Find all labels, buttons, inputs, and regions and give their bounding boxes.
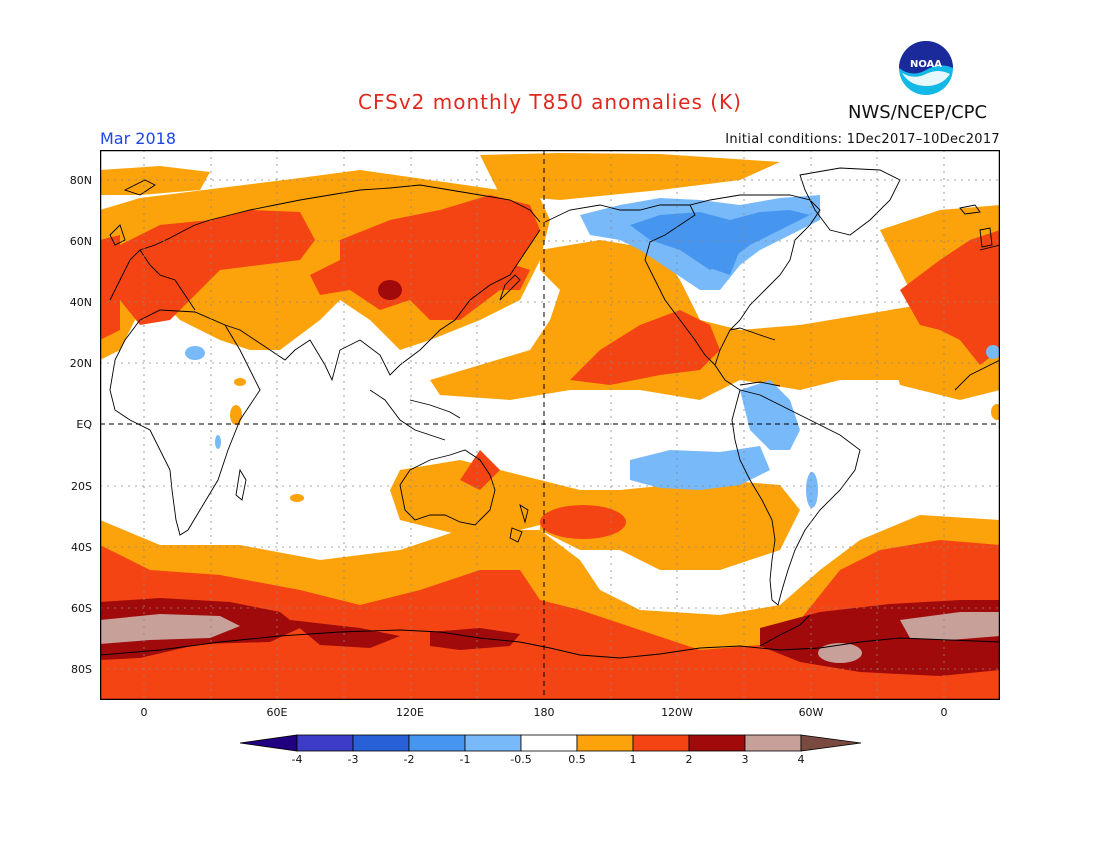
colorbar-swatch-minus2-minus1 — [408, 734, 466, 752]
colorbar-label-05: 0.5 — [568, 753, 586, 766]
colorbar-swatch-3-4 — [744, 734, 802, 752]
lat-label-80s: 80S — [71, 663, 92, 676]
anomaly-layer-blue — [630, 210, 810, 275]
colorbar-label-minus05: -0.5 — [510, 753, 532, 766]
colorbar-label-minus3: -3 — [347, 753, 359, 766]
lon-label-0-left: 0 — [140, 706, 148, 719]
lon-label-60w: 60W — [798, 706, 824, 719]
colorbar-swatch-2-3 — [688, 734, 746, 752]
lat-lon-grid — [100, 150, 1000, 700]
agency-label: NWS/NCEP/CPC — [848, 102, 988, 123]
lat-label-40s: 40S — [71, 541, 92, 554]
colorbar-label-1: 1 — [629, 753, 637, 766]
colorbar-label-3: 3 — [741, 753, 749, 766]
lon-label-120e: 120E — [396, 706, 424, 719]
forecast-month-label: Mar 2018 — [100, 129, 176, 148]
map-frame — [100, 150, 1000, 700]
colorbar-swatch-minus05-05 — [520, 734, 578, 752]
colorbar-swatch-below-minus4 — [240, 734, 298, 752]
colorbar — [240, 734, 862, 752]
noaa-logo-text: NOAA — [910, 59, 942, 70]
lat-label-eq: EQ — [76, 418, 92, 431]
coastlines — [100, 167, 1000, 659]
colorbar-swatch-minus1-minus05 — [464, 734, 522, 752]
lat-label-60s: 60S — [71, 602, 92, 615]
anomaly-map — [100, 150, 1000, 700]
initial-conditions-label: Initial conditions: 1Dec2017–10Dec2017 — [725, 132, 1000, 147]
lat-label-40n: 40N — [69, 296, 92, 309]
lon-label-0-right: 0 — [940, 706, 948, 719]
anomaly-layer-red — [100, 195, 1000, 700]
lat-label-60n: 60N — [69, 235, 92, 248]
colorbar-label-4: 4 — [797, 753, 805, 766]
colorbar-label-minus4: -4 — [291, 753, 303, 766]
colorbar-swatch-minus4-minus3 — [296, 734, 354, 752]
anomaly-layer-rose — [100, 612, 1000, 663]
colorbar-swatch-1-2 — [632, 734, 690, 752]
colorbar-swatch-above-4 — [800, 734, 862, 752]
lon-label-120w: 120W — [661, 706, 693, 719]
lat-label-20n: 20N — [69, 357, 92, 370]
noaa-logo: NOAA — [899, 41, 953, 95]
map-title: CFSv2 monthly T850 anomalies (K) — [358, 90, 742, 114]
lat-label-80n: 80N — [69, 174, 92, 187]
colorbar-swatch-minus3-minus2 — [352, 734, 410, 752]
lon-label-60e: 60E — [266, 706, 288, 719]
colorbar-label-minus1: -1 — [459, 753, 471, 766]
lon-label-180: 180 — [533, 706, 555, 719]
colorbar-label-minus2: -2 — [403, 753, 415, 766]
colorbar-swatch-05-1 — [576, 734, 634, 752]
lat-label-20s: 20S — [71, 480, 92, 493]
colorbar-label-2: 2 — [685, 753, 693, 766]
